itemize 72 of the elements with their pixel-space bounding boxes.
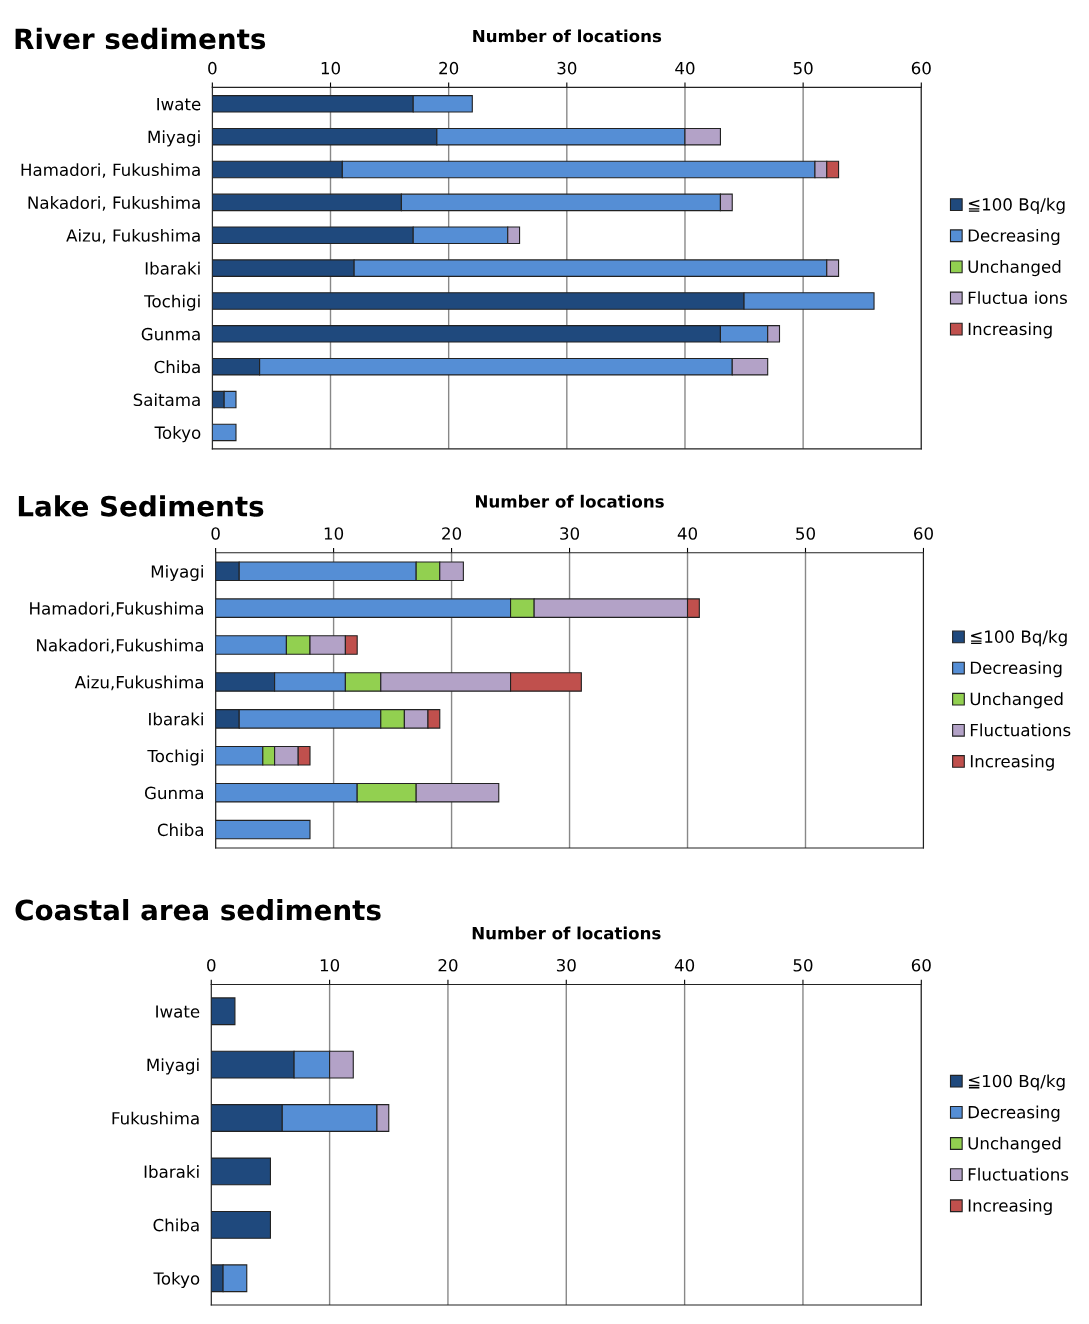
- x-tick-label: 10: [324, 527, 344, 540]
- y-tick-label: Tochigi: [144, 294, 200, 311]
- x-tick-label: 10: [320, 958, 340, 972]
- y-tick-label: Miyagi: [147, 1058, 199, 1075]
- x-tick-label: 20: [439, 61, 459, 75]
- legend-label: Unchanged: [968, 260, 1061, 277]
- y-tick-label: Miyagi: [151, 564, 203, 582]
- x-axis-title: Number of locations: [476, 494, 664, 508]
- chart-title: River sediments: [15, 27, 266, 50]
- y-tick-label: Chiba: [154, 360, 200, 374]
- x-axis-title: Number of locations: [473, 29, 662, 43]
- x-tick-label: 50: [793, 958, 813, 972]
- y-tick-label: Hamadori, Fukushima: [21, 163, 200, 178]
- x-tick-label: 20: [438, 958, 458, 972]
- legend-label: Fluctuations: [970, 723, 1071, 737]
- y-tick-label: Tokyo: [154, 426, 201, 443]
- legend-label: Increasing: [970, 754, 1054, 771]
- x-tick-label: 30: [556, 958, 576, 972]
- bar: [215, 819, 311, 840]
- legend-label: Decreasing: [968, 228, 1060, 246]
- y-tick-label: Miyagi: [148, 130, 200, 147]
- y-tick-label: Gunma: [144, 786, 203, 800]
- chart-title: Lake Sediments: [18, 495, 264, 517]
- legend-label: Decreasing: [970, 661, 1062, 678]
- legend-label: Increasing: [968, 1198, 1052, 1216]
- y-tick-label: Chiba: [153, 1218, 199, 1232]
- legend-label: Unchanged: [970, 692, 1063, 709]
- y-tick-label: Ibaraki: [149, 712, 203, 726]
- x-tick-label: 30: [560, 527, 580, 540]
- bar: [212, 423, 237, 442]
- x-tick-label: 10: [321, 61, 341, 75]
- legend-label: ≦100 Bq/kg: [968, 1074, 1065, 1091]
- legend-label: Increasing: [968, 322, 1052, 339]
- legend-label: ≦100 Bq/kg: [971, 630, 1067, 647]
- y-tick-label: Saitama: [133, 393, 200, 407]
- y-tick-label: Iwate: [156, 1005, 200, 1018]
- y-tick-label: Nakadori, Fukushima: [28, 196, 200, 211]
- x-tick-label: 60: [914, 527, 933, 540]
- y-tick-label: Tokyo: [153, 1271, 200, 1289]
- y-tick-label: Gunma: [141, 327, 200, 341]
- x-tick-label: 40: [675, 61, 695, 75]
- x-tick-label: 60: [911, 61, 931, 75]
- x-tick-label: 50: [793, 61, 813, 75]
- legend-label: Unchanged: [968, 1136, 1061, 1153]
- legend-label: Fluctua ions: [968, 291, 1067, 305]
- legend-label: Decreasing: [968, 1105, 1060, 1122]
- y-tick-label: Aizu,Fukushima: [74, 675, 204, 691]
- bar: [211, 997, 236, 1026]
- legend-label: Fluctuations: [968, 1167, 1069, 1181]
- x-tick-label: 30: [557, 61, 577, 75]
- legend-label: ≦100 Bq/kg: [968, 197, 1065, 214]
- y-tick-label: Iwate: [157, 97, 201, 111]
- x-tick-label: 60: [911, 958, 931, 972]
- x-tick-label: 0: [207, 958, 216, 972]
- x-tick-label: 0: [208, 61, 217, 75]
- y-tick-label: Chiba: [157, 823, 203, 837]
- y-tick-label: Aizu, Fukushima: [66, 228, 200, 244]
- y-tick-label: Ibaraki: [144, 1165, 199, 1178]
- y-tick-label: Hamadori,Fukushima: [30, 601, 203, 617]
- x-tick-label: 0: [211, 527, 220, 540]
- y-tick-label: Ibaraki: [145, 261, 200, 275]
- bar: [211, 1157, 271, 1186]
- bar: [211, 1210, 271, 1239]
- y-tick-label: Fukushima: [112, 1111, 199, 1125]
- x-tick-label: 20: [442, 527, 462, 540]
- x-tick-label: 50: [796, 527, 815, 540]
- y-tick-label: Tochigi: [147, 749, 203, 766]
- x-axis-title: Number of locations: [472, 926, 661, 940]
- y-tick-label: Nakadori,Fukushima: [37, 638, 203, 654]
- chart-title: Coastal area sediments: [15, 899, 381, 921]
- x-tick-label: 40: [677, 527, 698, 540]
- x-tick-label: 40: [674, 958, 695, 972]
